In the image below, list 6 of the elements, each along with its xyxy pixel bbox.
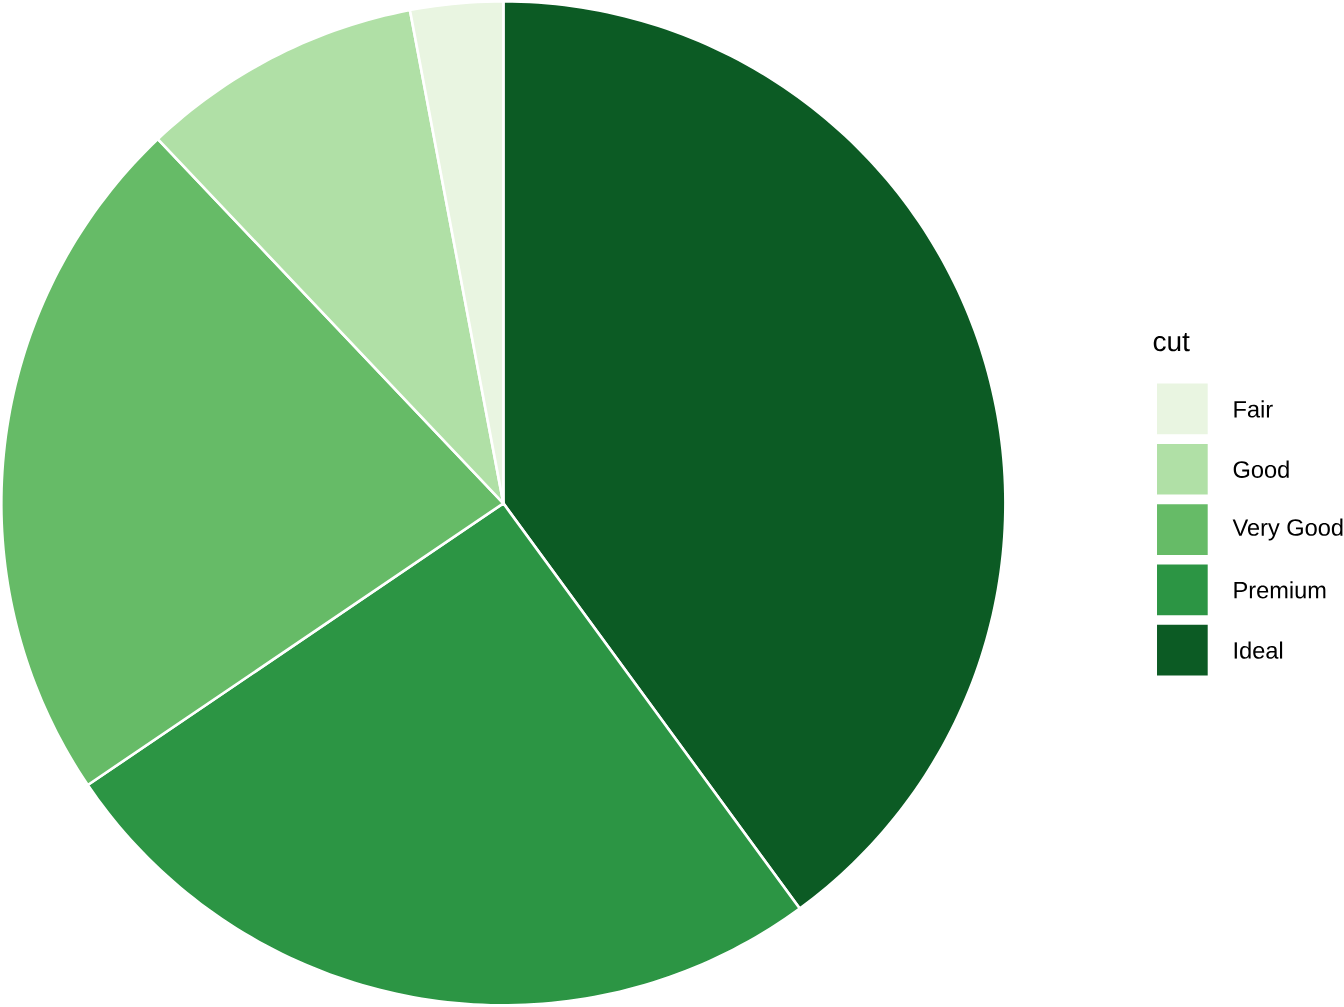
legend-label: Ideal: [1234, 641, 1283, 659]
legend-title: cut: [1153, 333, 1190, 352]
legend-label: Very Good: [1232, 518, 1343, 541]
legend-label: Good: [1233, 460, 1289, 479]
legend-label: Fair: [1234, 400, 1273, 418]
legend-label: Premium: [1234, 581, 1326, 599]
